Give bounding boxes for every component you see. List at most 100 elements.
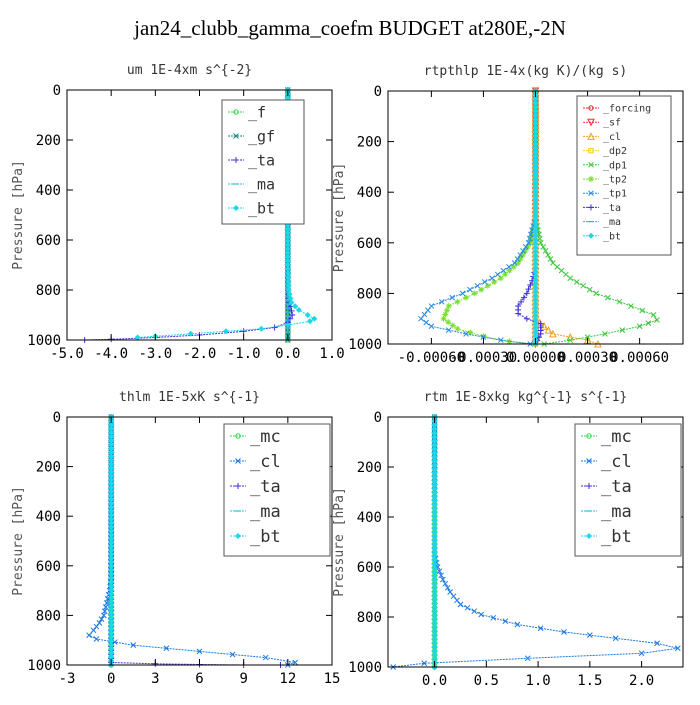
legend-label: _bt bbox=[248, 199, 275, 217]
x-tick-label: 15 bbox=[324, 671, 341, 687]
data-point bbox=[532, 140, 539, 147]
legend-marker bbox=[233, 157, 239, 163]
data-point bbox=[636, 323, 643, 330]
plot-frame bbox=[387, 416, 684, 668]
data-point bbox=[497, 275, 504, 282]
data-point bbox=[463, 331, 469, 337]
data-point bbox=[108, 614, 115, 621]
data-point bbox=[532, 300, 539, 307]
data-point bbox=[431, 521, 438, 528]
data-point bbox=[532, 176, 539, 183]
panel-1: um 1E-4xm s^{-2} Pressure [hPa] 0 200 400 600… bbox=[11, 63, 345, 362]
data-point bbox=[520, 294, 527, 301]
data-point bbox=[108, 642, 115, 649]
data-point bbox=[187, 330, 194, 337]
data-point bbox=[532, 248, 539, 255]
x-tick-label: 0.00000 bbox=[506, 350, 565, 366]
data-point bbox=[532, 100, 539, 107]
legend-marker bbox=[235, 533, 241, 539]
data-point bbox=[431, 517, 438, 524]
data-point bbox=[431, 540, 438, 547]
data-point bbox=[494, 271, 501, 278]
data-point bbox=[284, 254, 291, 261]
data-point bbox=[431, 636, 438, 643]
y-tick-label: 400 bbox=[36, 509, 61, 525]
data-point bbox=[532, 168, 539, 175]
x-tick-label: 2.0 bbox=[629, 673, 654, 689]
data-point bbox=[108, 583, 115, 590]
y-tick-label: 0 bbox=[374, 410, 382, 426]
data-point bbox=[532, 188, 539, 195]
data-point bbox=[454, 298, 461, 305]
legend-label: _dp2 bbox=[603, 146, 627, 157]
y-tick-label: 0 bbox=[374, 84, 382, 100]
data-point bbox=[532, 264, 539, 271]
data-point bbox=[93, 636, 100, 642]
data-point bbox=[449, 322, 456, 329]
data-point bbox=[480, 334, 487, 340]
data-point bbox=[196, 648, 203, 655]
y-tick-label: 800 bbox=[36, 608, 61, 624]
data-point bbox=[108, 646, 115, 653]
legend-marker bbox=[235, 433, 241, 439]
x-tick-label: -3.0 bbox=[138, 346, 172, 362]
data-point bbox=[532, 184, 539, 191]
data-point bbox=[108, 453, 115, 460]
x-tick-label: -4.0 bbox=[94, 346, 128, 362]
legend-label: _sf bbox=[603, 118, 621, 129]
data-point bbox=[532, 104, 539, 111]
data-point bbox=[425, 307, 431, 314]
data-point bbox=[638, 650, 645, 657]
data-point bbox=[108, 512, 115, 519]
legend-label: _ma bbox=[248, 175, 275, 193]
legend-marker bbox=[235, 483, 241, 489]
data-point bbox=[532, 116, 539, 123]
data-point bbox=[442, 580, 449, 587]
data-point bbox=[467, 286, 473, 293]
data-point bbox=[532, 208, 539, 215]
data-point bbox=[467, 329, 474, 336]
data-point bbox=[445, 319, 452, 326]
data-point bbox=[463, 294, 470, 301]
x-tick-label: -1.0 bbox=[227, 346, 261, 362]
data-point bbox=[431, 509, 438, 516]
legend-label: _forcing bbox=[603, 104, 651, 115]
series-line bbox=[442, 91, 536, 345]
data-point bbox=[517, 255, 524, 262]
data-point bbox=[108, 650, 115, 657]
data-point bbox=[431, 600, 438, 607]
data-point bbox=[532, 132, 539, 139]
data-point bbox=[285, 282, 292, 289]
data-point bbox=[108, 539, 115, 546]
data-point bbox=[431, 552, 438, 559]
x-tick-label: 0.0 bbox=[275, 346, 300, 362]
data-point bbox=[532, 112, 539, 119]
legend-marker bbox=[587, 118, 595, 127]
data-point bbox=[517, 252, 524, 258]
data-point bbox=[108, 599, 115, 606]
y-tick-label: 1000 bbox=[27, 658, 61, 674]
y-axis-label: Pressure [hPa] bbox=[11, 160, 26, 270]
data-point bbox=[431, 485, 438, 492]
data-point bbox=[431, 548, 438, 555]
data-point bbox=[103, 600, 110, 606]
data-point bbox=[510, 263, 517, 270]
data-point bbox=[431, 433, 438, 440]
data-point bbox=[431, 592, 438, 599]
data-point bbox=[108, 602, 115, 609]
data-point bbox=[431, 445, 438, 452]
data-point bbox=[532, 96, 539, 103]
data-point bbox=[522, 247, 529, 254]
x-tick-label: 3 bbox=[151, 671, 159, 687]
legend-marker bbox=[586, 433, 592, 439]
legend-marker bbox=[586, 458, 592, 464]
data-point bbox=[108, 595, 115, 602]
data-point bbox=[619, 327, 626, 333]
y-tick-label: 400 bbox=[36, 183, 61, 199]
data-point bbox=[586, 632, 593, 638]
data-point bbox=[108, 488, 115, 495]
data-point bbox=[108, 520, 115, 527]
x-tick-label: 1.5 bbox=[577, 673, 602, 689]
data-point bbox=[514, 256, 521, 262]
